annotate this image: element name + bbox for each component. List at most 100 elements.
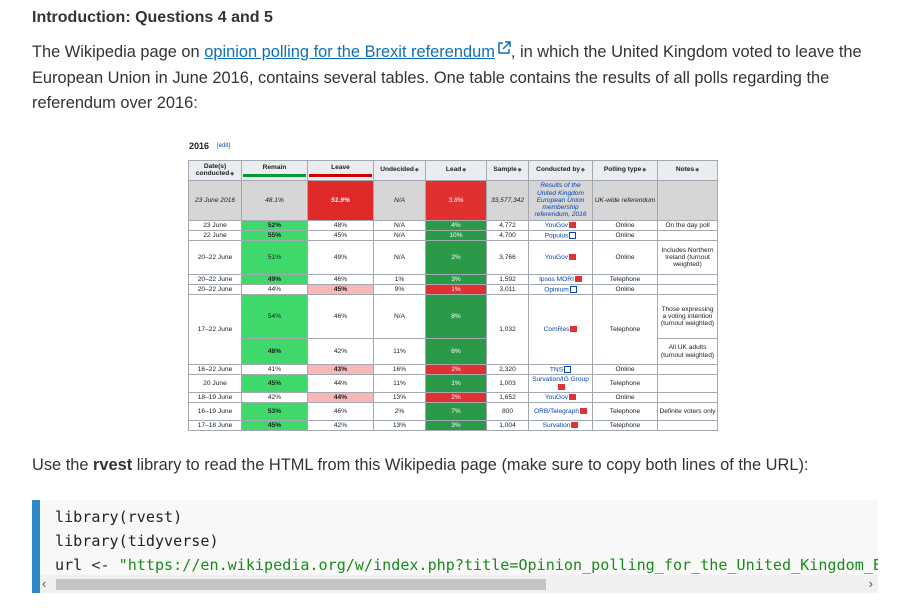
cell-notes: Those expressing a voting intention (tur… xyxy=(657,294,718,339)
cell-notes xyxy=(657,392,718,403)
cell-leave: 51.9% xyxy=(307,180,374,221)
code-content[interactable]: library(rvest) library(tidyverse) url <-… xyxy=(55,505,878,577)
cell-notes xyxy=(657,364,718,375)
cell-leave: 43% xyxy=(307,364,374,375)
header-remain[interactable]: Remain xyxy=(241,160,308,181)
cell-polling-type: Telephone xyxy=(592,274,658,285)
code-line-2: library(tidyverse) xyxy=(55,532,219,550)
external-link-icon xyxy=(569,231,577,239)
cell-remain: 48% xyxy=(241,338,308,365)
header-undecided[interactable]: Undecided◆ xyxy=(373,160,426,181)
cell-date: 18–19 June xyxy=(188,392,242,403)
cell-polling-type: Telephone xyxy=(592,420,658,431)
header-polling-type[interactable]: Polling type◆ xyxy=(592,160,658,181)
cell-polling-type: Telephone xyxy=(592,402,658,421)
header-notes[interactable]: Notes◆ xyxy=(657,160,718,181)
cell-polling-type: Online xyxy=(592,284,658,295)
cell-leave: 49% xyxy=(307,240,374,275)
cell-date: 17–18 June xyxy=(188,420,242,431)
table-row: 20–22 June 49% 46% 1% 3% 1,592 Ipsos MOR… xyxy=(188,274,718,285)
cell-date: 22 June xyxy=(188,230,242,241)
header-lead[interactable]: Lead◆ xyxy=(425,160,487,181)
cell-lead: 3.8% xyxy=(425,180,487,221)
cell-conducted-by[interactable]: TNS xyxy=(528,364,593,375)
cell-undecided: 13% xyxy=(373,392,426,403)
cell-lead: 8% xyxy=(425,294,487,339)
horizontal-scrollbar[interactable]: ‹ › xyxy=(40,575,878,593)
cell-conducted-by[interactable]: Opinium xyxy=(528,284,593,295)
cell-conducted-by[interactable]: YouGov xyxy=(528,240,593,275)
cell-undecided: N/A xyxy=(373,240,426,275)
scrollbar-thumb[interactable] xyxy=(56,579,546,590)
pdf-icon xyxy=(569,394,577,401)
brexit-polling-link[interactable]: opinion polling for the Brexit referendu… xyxy=(204,43,495,61)
cell-polling-type: Online xyxy=(592,240,658,275)
cell-date: 20–22 June xyxy=(188,240,242,275)
cell-lead: 2% xyxy=(425,364,487,375)
cell-conducted-by[interactable]: Survation xyxy=(528,420,593,431)
table-row: 20–22 June 51% 49% N/A 2% 3,766 YouGov O… xyxy=(188,240,718,275)
cell-lead: 6% xyxy=(425,338,487,365)
header-sample[interactable]: Sample◆ xyxy=(486,160,529,181)
cell-leave: 46% xyxy=(307,274,374,285)
cell-remain: 52% xyxy=(241,220,308,231)
cell-polling-type: Online xyxy=(592,230,658,241)
cell-lead: 10% xyxy=(425,230,487,241)
cell-conducted-by[interactable]: Results of the United Kingdom European U… xyxy=(528,180,593,221)
cell-date: 20–22 June xyxy=(188,284,242,295)
cell-undecided: 16% xyxy=(373,364,426,375)
cell-lead: 3% xyxy=(425,274,487,285)
pdf-icon xyxy=(580,408,588,415)
header-conducted-by[interactable]: Conducted by◆ xyxy=(528,160,593,181)
table-row: 17–22 June 54% 46% N/A 8% 1,032 ComRes T… xyxy=(188,294,718,365)
cell-leave: 48% xyxy=(307,220,374,231)
cell-leave: 42% xyxy=(307,420,374,431)
cell-conducted-by[interactable]: ComRes xyxy=(528,294,593,365)
wiki-section-title: 2016 xyxy=(189,141,210,151)
code-line-3-var: url xyxy=(55,556,83,574)
cell-notes xyxy=(657,230,718,241)
table-row: 20–22 June 44% 45% 9% 1% 3,011 Opinium O… xyxy=(188,284,718,295)
cell-leave: 44% xyxy=(307,392,374,403)
cell-conducted-by[interactable]: YouGov xyxy=(528,220,593,231)
scroll-left-icon[interactable]: ‹ xyxy=(42,576,47,591)
cell-conducted-by[interactable]: Ipsos MORI xyxy=(528,274,593,285)
cell-sample: 800 xyxy=(486,402,529,421)
cell-remain: 49% xyxy=(241,274,308,285)
header-date[interactable]: Date(s) conducted◆ xyxy=(188,160,242,181)
cell-lead: 2% xyxy=(425,240,487,275)
cell-remain: 51% xyxy=(241,240,308,275)
instruction-text-pre: Use the xyxy=(32,456,94,474)
external-link-icon[interactable] xyxy=(497,41,511,55)
table-row: 16–19 June 53% 46% 2% 7% 800 ORB/Telegra… xyxy=(188,402,718,421)
table-row: 16–22 June 41% 43% 16% 2% 2,320 TNS Onli… xyxy=(188,364,718,375)
intro-text-pre: The Wikipedia page on xyxy=(32,43,205,61)
cell-undecided: N/A xyxy=(373,220,426,231)
cell-sample: 1,652 xyxy=(486,392,529,403)
cell-sample: 1,004 xyxy=(486,420,529,431)
table-row: 23 June 52% 48% N/A 4% 4,772 YouGov Onli… xyxy=(188,220,718,231)
cell-undecided: 11% xyxy=(373,338,426,365)
cell-remain: 54% xyxy=(241,294,308,339)
cell-undecided: N/A xyxy=(373,230,426,241)
pdf-icon xyxy=(571,422,579,429)
cell-polling-type: Online xyxy=(592,392,658,403)
cell-leave: 46% xyxy=(307,294,374,339)
cell-lead: 2% xyxy=(425,392,487,403)
table-row: 20 June 45% 44% 11% 1% 1,003 Survation/I… xyxy=(188,374,718,393)
code-block[interactable]: library(rvest) library(tidyverse) url <-… xyxy=(32,500,878,593)
cell-date: 20–22 June xyxy=(188,274,242,285)
cell-conducted-by[interactable]: ORB/Telegraph xyxy=(528,402,593,421)
header-leave[interactable]: Leave xyxy=(307,160,374,181)
cell-undecided: 2% xyxy=(373,402,426,421)
external-link-icon xyxy=(564,365,572,373)
cell-remain: 42% xyxy=(241,392,308,403)
rvest-bold: rvest xyxy=(93,456,133,474)
cell-conducted-by[interactable]: Survation/IG Group xyxy=(528,374,593,393)
cell-conducted-by[interactable]: YouGov xyxy=(528,392,593,403)
scroll-right-icon[interactable]: › xyxy=(868,576,873,591)
cell-conducted-by[interactable]: Populus xyxy=(528,230,593,241)
cell-undecided: 13% xyxy=(373,420,426,431)
cell-remain: 48.1% xyxy=(241,180,308,221)
cell-polling-type: Telephone xyxy=(592,294,658,365)
